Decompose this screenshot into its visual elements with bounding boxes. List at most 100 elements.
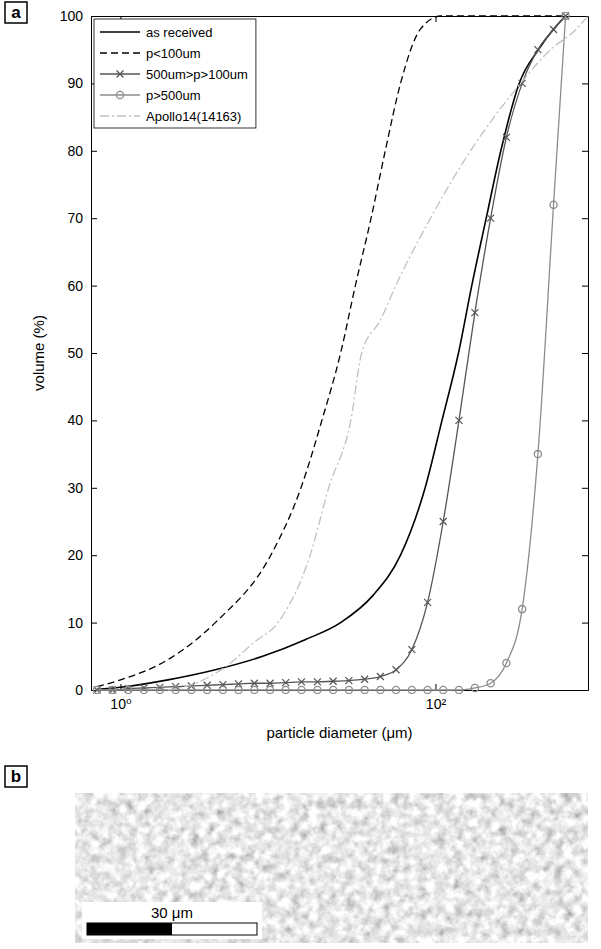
data-line bbox=[97, 16, 566, 689]
data-point bbox=[361, 686, 368, 693]
data-point bbox=[314, 686, 321, 693]
legend-entry: p<100um bbox=[100, 46, 201, 61]
tick bbox=[582, 555, 588, 556]
tick: 80 bbox=[67, 143, 97, 159]
data-point bbox=[251, 686, 258, 693]
data-point bbox=[519, 606, 526, 613]
data-point bbox=[550, 201, 557, 208]
data-point bbox=[235, 686, 242, 693]
tick-label: 60 bbox=[67, 278, 83, 294]
panel-label-box bbox=[5, 766, 27, 787]
data-point bbox=[393, 666, 400, 673]
tick bbox=[582, 83, 588, 84]
tick-mark bbox=[91, 218, 97, 219]
data-point bbox=[219, 686, 226, 693]
micrograph bbox=[75, 793, 588, 943]
data-point bbox=[314, 678, 321, 685]
data-point bbox=[424, 599, 431, 606]
tick: 50 bbox=[67, 345, 97, 361]
data-point bbox=[392, 686, 399, 693]
data-point bbox=[471, 684, 478, 691]
data-point bbox=[440, 686, 447, 693]
tick bbox=[582, 151, 588, 152]
data-point bbox=[440, 518, 447, 525]
data-point bbox=[424, 686, 431, 693]
data-line bbox=[97, 16, 566, 690]
tick-mark bbox=[91, 353, 97, 354]
panel-label-text: a bbox=[11, 3, 21, 22]
data-point bbox=[345, 686, 352, 693]
data-point bbox=[330, 678, 337, 685]
micrograph-texture bbox=[75, 793, 588, 943]
tick-label: 10 bbox=[67, 615, 83, 631]
series bbox=[93, 12, 569, 693]
legend-swatch bbox=[100, 31, 140, 33]
scale-bar-fill bbox=[87, 923, 172, 935]
tick-mark bbox=[582, 286, 588, 287]
tick-label: 20 bbox=[67, 547, 83, 563]
legend-marker bbox=[116, 91, 123, 98]
tick bbox=[582, 623, 588, 624]
tick bbox=[582, 690, 588, 691]
tick bbox=[582, 286, 588, 287]
tick: 10 bbox=[67, 615, 97, 631]
series bbox=[97, 16, 566, 687]
tick-label: 50 bbox=[67, 345, 83, 361]
data-point bbox=[455, 417, 462, 424]
legend-label: Apollo14(14163) bbox=[146, 109, 241, 124]
micrograph-base bbox=[75, 793, 588, 943]
data-line bbox=[97, 16, 566, 687]
figure: a10⁰10²0102030405060708090100particle di… bbox=[0, 0, 601, 949]
data-point bbox=[188, 686, 195, 693]
data-point bbox=[534, 46, 541, 53]
tick-mark bbox=[91, 623, 97, 624]
tick-label: 100 bbox=[60, 8, 84, 24]
scale-bar-label: 30 μm bbox=[151, 904, 193, 921]
tick: 70 bbox=[67, 210, 97, 226]
data-point bbox=[503, 134, 510, 141]
data-point bbox=[408, 686, 415, 693]
tick-mark bbox=[582, 353, 588, 354]
plot-area bbox=[93, 12, 588, 693]
tick bbox=[582, 488, 588, 489]
legend-marker bbox=[117, 71, 124, 78]
data-point bbox=[204, 686, 211, 693]
legend-entry: Apollo14(14163) bbox=[100, 109, 241, 124]
data-point bbox=[550, 26, 557, 33]
tick-label: 10² bbox=[426, 696, 447, 712]
data-point bbox=[156, 686, 163, 693]
tick-mark bbox=[435, 684, 436, 690]
data-point bbox=[361, 676, 368, 683]
data-point bbox=[93, 686, 100, 693]
tick-mark bbox=[582, 151, 588, 152]
data-point bbox=[266, 686, 273, 693]
tick bbox=[582, 218, 588, 219]
tick: 40 bbox=[67, 412, 97, 428]
data-point bbox=[562, 12, 569, 19]
axis: 0102030405060708090100 bbox=[60, 8, 97, 698]
x-axis-title: particle diameter (μm) bbox=[266, 724, 412, 741]
data-point bbox=[455, 686, 462, 693]
data-point bbox=[109, 686, 116, 693]
legend-label: as received bbox=[146, 25, 212, 40]
axis bbox=[582, 17, 589, 691]
tick-mark bbox=[582, 690, 588, 691]
tick-mark bbox=[582, 83, 588, 84]
data-point bbox=[282, 679, 289, 686]
tick: 90 bbox=[67, 75, 97, 91]
tick-label: 0 bbox=[75, 682, 83, 698]
tick-mark bbox=[91, 286, 97, 287]
data-point bbox=[330, 686, 337, 693]
legend-label: 500um>p>100um bbox=[146, 67, 248, 82]
data-point bbox=[172, 686, 179, 693]
legend-box bbox=[94, 19, 256, 128]
tick-mark bbox=[582, 555, 588, 556]
tick bbox=[582, 353, 588, 354]
tick-label: 40 bbox=[67, 412, 83, 428]
tick: 20 bbox=[67, 547, 97, 563]
legend-label: p<100um bbox=[146, 46, 201, 61]
legend-label: p>500um bbox=[146, 88, 201, 103]
tick-mark bbox=[582, 420, 588, 421]
data-point bbox=[487, 215, 494, 222]
legend-entry: as received bbox=[100, 25, 212, 40]
